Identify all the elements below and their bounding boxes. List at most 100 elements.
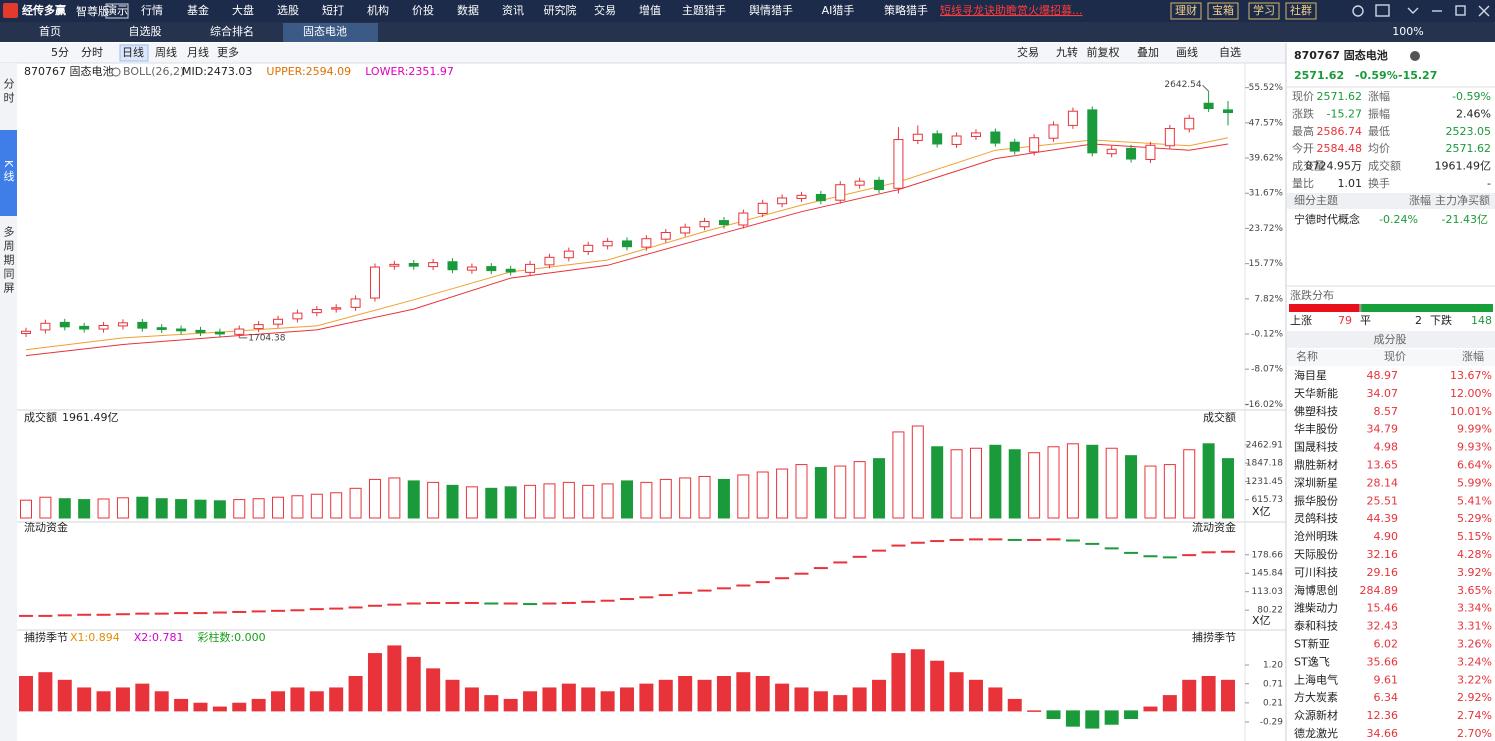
stock-name[interactable]: 华丰股份: [1294, 422, 1338, 436]
volume-bar: [969, 447, 982, 519]
stock-name[interactable]: 沧州明珠: [1294, 529, 1338, 543]
indicator-bar: [406, 656, 421, 712]
period-button[interactable]: 分时: [81, 46, 103, 59]
tool-button[interactable]: 叠加: [1137, 46, 1159, 59]
close-icon[interactable]: [1478, 5, 1490, 17]
stock-name[interactable]: 深圳新星: [1294, 475, 1338, 489]
zoom-level: 100%: [1392, 25, 1423, 38]
breadth-title: 涨跌分布: [1290, 288, 1334, 302]
menu-item[interactable]: 行情: [141, 4, 163, 17]
indicator-bar: [19, 675, 33, 712]
stock-name[interactable]: 天际股份: [1294, 548, 1338, 561]
y-tick-label: 15.77%: [1249, 259, 1284, 269]
stock-name[interactable]: 天华新能: [1294, 386, 1338, 400]
top-button[interactable]: 社群: [1290, 3, 1312, 17]
menu-item[interactable]: 舆情猎手: [749, 3, 793, 17]
top-button-box[interactable]: [1170, 2, 1202, 20]
menu-item[interactable]: 基金: [187, 3, 209, 17]
stock-name[interactable]: 海博思创: [1294, 583, 1338, 597]
sidebar-tab[interactable]: K线: [2, 160, 15, 184]
stock-price: 29.16: [1367, 566, 1399, 579]
stock-name[interactable]: ST新亚: [1294, 637, 1330, 651]
candle-body: [932, 133, 943, 145]
menu-item[interactable]: 策略猎手: [884, 3, 928, 17]
tool-button[interactable]: 前复权: [1087, 45, 1120, 59]
candle-body: [622, 240, 632, 248]
tab[interactable]: 综合排名: [210, 24, 254, 38]
period-button[interactable]: 更多: [217, 45, 239, 59]
stock-name[interactable]: 佛塑科技: [1294, 404, 1338, 418]
sidebar-tab[interactable]: 分时: [2, 78, 15, 106]
volume-bar: [155, 498, 168, 519]
tool-button[interactable]: 自选: [1219, 46, 1241, 59]
tab[interactable]: 固态电池: [303, 25, 347, 38]
stock-name[interactable]: ST逸飞: [1294, 655, 1330, 668]
y-tick-label: 1.20: [1263, 661, 1283, 671]
pane-title-right: 流动资金: [1192, 520, 1236, 534]
layout-icon[interactable]: [1375, 4, 1390, 17]
info-icon[interactable]: [1410, 51, 1420, 61]
indicator-bar: [542, 687, 557, 712]
quote-value: -: [1487, 177, 1491, 190]
top-button[interactable]: 理财: [1175, 3, 1197, 17]
candle-body: [699, 220, 710, 228]
top-button[interactable]: 宝箱: [1212, 3, 1234, 17]
tab[interactable]: 自选股: [129, 25, 162, 38]
settings-icon[interactable]: [1352, 5, 1364, 17]
menu-item[interactable]: AI猎手: [822, 3, 855, 17]
stock-change: 3.24%: [1457, 655, 1492, 668]
volume-bar: [1163, 464, 1176, 519]
stock-name[interactable]: 国晟科技: [1294, 440, 1338, 454]
collapse-icon[interactable]: [1407, 7, 1419, 14]
stock-name[interactable]: 鼎胜新材: [1294, 458, 1338, 472]
tab[interactable]: 首页: [39, 24, 61, 38]
indicator-bar: [290, 687, 305, 712]
top-button[interactable]: 学习: [1253, 3, 1275, 17]
period-button[interactable]: 月线: [187, 45, 209, 59]
stock-name[interactable]: 海目星: [1294, 368, 1327, 382]
menu-item[interactable]: 主题猎手: [682, 3, 726, 17]
menu-item[interactable]: 选股: [277, 4, 299, 17]
stock-name[interactable]: 上海电气: [1294, 672, 1338, 686]
promo-link[interactable]: 短线寻龙诀助瞻赏火爆招募...: [940, 3, 1083, 17]
stock-name[interactable]: 德龙激光: [1294, 726, 1338, 740]
period-button[interactable]: 5分: [51, 46, 69, 59]
tool-button[interactable]: 九转: [1056, 45, 1078, 59]
stock-name[interactable]: 振华股份: [1294, 493, 1338, 507]
candle-body: [1223, 109, 1233, 114]
menu-item[interactable]: 研究院: [544, 3, 577, 17]
top-button-box[interactable]: [1285, 2, 1317, 20]
stock-name[interactable]: 泰和科技: [1294, 619, 1338, 633]
menu-item[interactable]: 机构: [367, 3, 389, 17]
period-button[interactable]: 日线: [122, 45, 144, 59]
top-button-box[interactable]: [1248, 2, 1280, 20]
quote-label: 最低: [1368, 125, 1390, 138]
menu-item[interactable]: 大盘: [232, 3, 254, 17]
stock-name[interactable]: 潍柴动力: [1294, 601, 1338, 615]
indicator-bar: [309, 691, 324, 712]
menu-item[interactable]: 资讯: [502, 4, 524, 17]
menu-item[interactable]: 交易: [594, 3, 616, 17]
stock-name[interactable]: 可川科技: [1294, 565, 1338, 579]
stock-name[interactable]: 众源新材: [1294, 708, 1338, 722]
menu-item[interactable]: 价投: [412, 3, 434, 17]
menu-item[interactable]: 增值: [639, 3, 661, 17]
indicator-bar: [794, 687, 809, 712]
stock-name[interactable]: 方大炭素: [1294, 690, 1338, 704]
stock-name[interactable]: 灵鸽科技: [1294, 511, 1338, 525]
menu-item[interactable]: 数据: [457, 3, 479, 17]
indicator-bar: [1085, 710, 1100, 729]
toolbar: [0, 43, 1286, 63]
tool-button[interactable]: 交易: [1017, 45, 1039, 59]
candle-body: [796, 194, 807, 199]
candle-body: [59, 321, 70, 328]
menu-item[interactable]: 短打: [322, 3, 344, 17]
top-button-box[interactable]: [1207, 2, 1239, 20]
tool-button[interactable]: 画线: [1176, 45, 1198, 59]
period-button[interactable]: 周线: [155, 45, 177, 59]
sidebar-tab[interactable]: 多周期同屏: [2, 225, 15, 296]
breadth-value: 79: [1338, 314, 1352, 327]
restore-icon[interactable]: [1455, 5, 1466, 16]
breadth-value: 148: [1471, 314, 1492, 327]
theme-name[interactable]: 宁德时代概念: [1294, 212, 1360, 226]
